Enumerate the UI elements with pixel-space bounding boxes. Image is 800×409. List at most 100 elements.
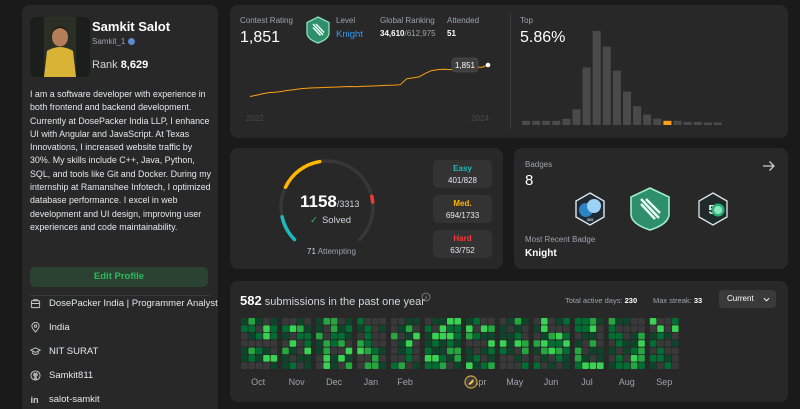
heatmap-cell[interactable] bbox=[616, 318, 623, 325]
heatmap-cell[interactable] bbox=[379, 347, 386, 355]
heatmap-cell[interactable] bbox=[630, 347, 638, 355]
heatmap-cell[interactable] bbox=[541, 332, 548, 340]
heatmap-cell[interactable] bbox=[447, 362, 454, 369]
heatmap-cell[interactable] bbox=[466, 332, 473, 340]
info-icon[interactable] bbox=[421, 292, 431, 302]
heatmap-cell[interactable] bbox=[466, 347, 473, 355]
heatmap-cell[interactable] bbox=[499, 318, 507, 325]
heatmap-cell[interactable] bbox=[488, 340, 495, 347]
heatmap-cell[interactable] bbox=[649, 362, 657, 369]
heatmap-cell[interactable] bbox=[345, 318, 353, 325]
heatmap-cell[interactable] bbox=[391, 318, 398, 325]
heatmap-cell[interactable] bbox=[533, 362, 541, 369]
heatmap-cell[interactable] bbox=[664, 362, 672, 369]
heatmap-cell[interactable] bbox=[638, 340, 645, 347]
heatmap-cell[interactable] bbox=[316, 347, 323, 355]
heatmap-cell[interactable] bbox=[507, 318, 514, 325]
knight-badge-icon[interactable] bbox=[628, 186, 672, 232]
heatmap-cell[interactable] bbox=[623, 355, 630, 362]
heatmap-cell[interactable] bbox=[672, 318, 679, 325]
heatmap-cell[interactable] bbox=[541, 325, 548, 332]
heatmap-cell[interactable] bbox=[364, 340, 372, 347]
heatmap-cell[interactable] bbox=[330, 355, 338, 362]
heatmap-cell[interactable] bbox=[241, 362, 248, 369]
heatmap-cell[interactable] bbox=[630, 318, 638, 325]
heatmap-cell[interactable] bbox=[439, 318, 447, 325]
heatmap-cell[interactable] bbox=[664, 325, 672, 332]
heatmap-cell[interactable] bbox=[372, 340, 379, 347]
heatmap-cell[interactable] bbox=[454, 332, 461, 340]
heatmap-cell[interactable] bbox=[499, 362, 507, 369]
heatmap-cell[interactable] bbox=[297, 318, 304, 325]
heatmap-cell[interactable] bbox=[649, 347, 657, 355]
heatmap-cell[interactable] bbox=[398, 318, 405, 325]
heatmap-cell[interactable] bbox=[507, 340, 514, 347]
heatmap-cell[interactable] bbox=[255, 355, 263, 362]
heatmap-cell[interactable] bbox=[623, 325, 630, 332]
heatmap-cell[interactable] bbox=[323, 362, 330, 369]
heatmap-cell[interactable] bbox=[391, 325, 398, 332]
heatmap-cell[interactable] bbox=[330, 332, 338, 340]
heatmap-cell[interactable] bbox=[630, 325, 638, 332]
heatmap-cell[interactable] bbox=[522, 325, 529, 332]
heatmap-cell[interactable] bbox=[270, 362, 278, 369]
heatmap-cell[interactable] bbox=[657, 340, 664, 347]
heatmap-cell[interactable] bbox=[507, 332, 514, 340]
heatmap-cell[interactable] bbox=[638, 347, 645, 355]
heatmap-cell[interactable] bbox=[638, 325, 645, 332]
heatmap-cell[interactable] bbox=[563, 347, 570, 355]
linkedin-row[interactable]: in salot-samkit bbox=[30, 391, 99, 407]
heatmap-cell[interactable] bbox=[263, 355, 270, 362]
heatmap-cell[interactable] bbox=[548, 318, 555, 325]
heatmap-cell[interactable] bbox=[432, 355, 439, 362]
heatmap-cell[interactable] bbox=[597, 325, 604, 332]
heatmap-cell[interactable] bbox=[664, 318, 672, 325]
heatmap-cell[interactable] bbox=[589, 362, 597, 369]
heatmap-cell[interactable] bbox=[555, 362, 563, 369]
heatmap-cell[interactable] bbox=[432, 325, 439, 332]
heatmap-cell[interactable] bbox=[447, 347, 454, 355]
heatmap-cell[interactable] bbox=[413, 318, 420, 325]
heatmap-cell[interactable] bbox=[548, 325, 555, 332]
heatmap-cell[interactable] bbox=[514, 318, 522, 325]
heatmap-cell[interactable] bbox=[574, 347, 582, 355]
heatmap-cell[interactable] bbox=[364, 347, 372, 355]
heatmap-cell[interactable] bbox=[466, 362, 473, 369]
heatmap-cell[interactable] bbox=[582, 362, 589, 369]
heatmap-cell[interactable] bbox=[533, 347, 541, 355]
heatmap-cell[interactable] bbox=[338, 318, 345, 325]
heatmap-cell[interactable] bbox=[533, 355, 541, 362]
heatmap-cell[interactable] bbox=[466, 318, 473, 325]
heatmap-cell[interactable] bbox=[548, 362, 555, 369]
heatmap-cell[interactable] bbox=[398, 332, 405, 340]
heatmap-cell[interactable] bbox=[522, 340, 529, 347]
heatmap-cell[interactable] bbox=[316, 325, 323, 332]
heatmap-cell[interactable] bbox=[672, 332, 679, 340]
heatmap-cell[interactable] bbox=[372, 332, 379, 340]
heatmap-cell[interactable] bbox=[488, 362, 495, 369]
heatmap-cell[interactable] bbox=[555, 355, 563, 362]
heatmap-cell[interactable] bbox=[316, 332, 323, 340]
submission-heatmap[interactable] bbox=[230, 281, 788, 402]
heatmap-cell[interactable] bbox=[323, 318, 330, 325]
heatmap-cell[interactable] bbox=[616, 332, 623, 340]
heatmap-cell[interactable] bbox=[574, 355, 582, 362]
heatmap-cell[interactable] bbox=[263, 362, 270, 369]
heatmap-cell[interactable] bbox=[473, 347, 480, 355]
heatmap-cell[interactable] bbox=[514, 362, 522, 369]
heatmap-cell[interactable] bbox=[304, 347, 311, 355]
heatmap-cell[interactable] bbox=[608, 347, 616, 355]
heatmap-cell[interactable] bbox=[357, 332, 364, 340]
heatmap-cell[interactable] bbox=[345, 355, 353, 362]
heatmap-cell[interactable] bbox=[447, 325, 454, 332]
heatmap-cell[interactable] bbox=[241, 347, 248, 355]
heatmap-cell[interactable] bbox=[480, 332, 488, 340]
heatmap-cell[interactable] bbox=[488, 318, 495, 325]
heatmap-cell[interactable] bbox=[297, 355, 304, 362]
heatmap-cell[interactable] bbox=[289, 355, 297, 362]
heatmap-cell[interactable] bbox=[657, 318, 664, 325]
heatmap-cell[interactable] bbox=[330, 347, 338, 355]
heatmap-cell[interactable] bbox=[338, 325, 345, 332]
heatmap-cell[interactable] bbox=[297, 332, 304, 340]
heatmap-cell[interactable] bbox=[555, 318, 563, 325]
